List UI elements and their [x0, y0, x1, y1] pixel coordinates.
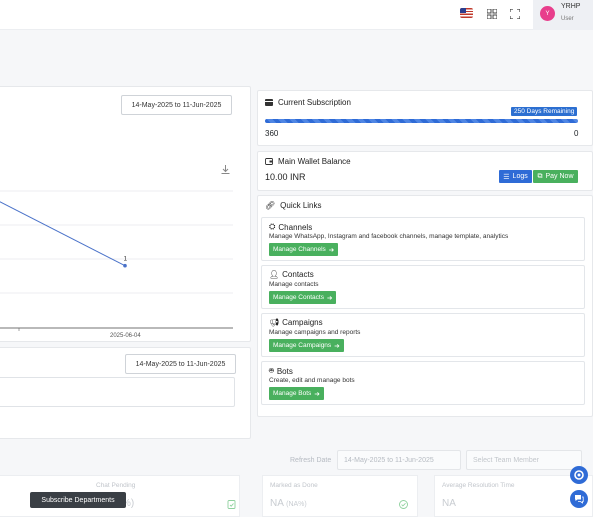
quick-link-title: 🤖︎ Bots — [269, 366, 293, 377]
quick-link-description: Manage WhatsApp, Instagram and facebook … — [269, 233, 509, 240]
arrow-right-icon: ➔ — [334, 342, 340, 350]
user-menu[interactable]: Y YRHP User — [533, 0, 593, 30]
manage-channels-button[interactable]: Manage Channels ➔ — [269, 243, 339, 256]
x-tick-label: 2025-06-04 — [110, 333, 141, 339]
logs-button[interactable]: ☰ Logs — [499, 170, 532, 183]
download-icon[interactable] — [221, 165, 230, 176]
user-role: User — [561, 16, 574, 22]
data-label: 1 — [124, 256, 128, 263]
external-link-icon: ⧉ — [537, 172, 543, 180]
lifebuoy-icon — [574, 470, 584, 480]
chart-date-range-picker[interactable]: 14-May-2025 to 11-Jun-2025 — [121, 95, 232, 115]
user-icon: 👤︎ — [269, 270, 280, 279]
stat-card-avg-resolution: Average Resolution Time NA — [434, 475, 593, 517]
stat-value-text: %) — [122, 498, 135, 509]
series-line — [0, 201, 126, 267]
stat-card-marked-done: Marked as Done NA (NA%) — [262, 475, 418, 517]
avatar: Y — [540, 6, 555, 21]
quick-link-bots: 🤖︎ Bots Create, edit and manage bots Man… — [261, 361, 585, 405]
refresh-date-label: Refresh Date — [290, 457, 332, 464]
manage-contacts-button[interactable]: Manage Contacts ➔ — [269, 291, 337, 304]
report-content-box — [0, 377, 235, 407]
quick-link-title-text: Bots — [276, 367, 293, 376]
arrow-right-icon: ➔ — [314, 390, 320, 398]
refresh-date-picker[interactable]: 14-May-2025 to 11-Jun-2025 — [337, 450, 461, 470]
wallet-card: Main Wallet Balance 10.00 INR ☰ Logs ⧉ P… — [257, 151, 593, 191]
stat-value-text: NA — [270, 498, 284, 509]
manage-campaigns-button[interactable]: Manage Campaigns ➔ — [269, 339, 344, 352]
quick-link-description: Manage contacts — [269, 281, 319, 288]
quick-links-title-text: Quick Links — [280, 201, 322, 210]
quick-link-description: Create, edit and manage bots — [269, 377, 355, 384]
quick-links-title: 🔗︎ Quick Links — [265, 201, 322, 210]
fullscreen-icon[interactable] — [508, 7, 522, 21]
quick-link-title: ⛭ Channels — [269, 222, 312, 232]
subscription-title: Current Subscription — [265, 98, 351, 107]
chat-support-button[interactable] — [570, 490, 588, 508]
stat-value-text: NA — [442, 498, 456, 509]
stat-value: NA (NA%) — [270, 498, 307, 509]
days-remaining-badge: 250 Days Remaining — [511, 107, 578, 116]
robot-icon: 🤖︎ — [269, 366, 274, 375]
manage-channels-label: Manage Channels — [273, 246, 326, 253]
megaphone-icon: 📢︎ — [269, 318, 280, 327]
arrow-right-icon: ➔ — [328, 246, 335, 254]
quick-link-contacts: 👤︎ Contacts Manage contacts Manage Conta… — [261, 265, 585, 309]
wallet-icon — [265, 158, 273, 165]
channels-icon: ⛭ — [269, 222, 276, 231]
top-bar: Y YRHP User — [0, 0, 593, 30]
quick-links-card: 🔗︎ Quick Links ⛭ Channels Manage WhatsAp… — [257, 195, 593, 417]
document-icon — [227, 500, 236, 509]
logs-button-label: Logs — [512, 173, 528, 180]
wallet-amount: 10.00 INR — [265, 172, 306, 182]
team-member-select[interactable]: Select Team Member — [466, 450, 582, 470]
pay-now-button-label: Pay Now — [545, 173, 574, 180]
report-date-range-picker[interactable]: 14-May-2025 to 11-Jun-2025 — [125, 354, 236, 374]
manage-bots-label: Manage Bots — [273, 390, 312, 397]
subscribe-departments-tooltip: Subscribe Departments — [30, 492, 126, 508]
stat-value: NA — [442, 498, 456, 509]
wallet-title-text: Main Wallet Balance — [278, 157, 351, 166]
apps-grid-icon[interactable] — [485, 7, 499, 21]
secondary-report-card: 14-May-2025 to 11-Jun-2025 — [0, 347, 251, 439]
manage-contacts-label: Manage Contacts — [273, 294, 324, 301]
quick-link-title: 📢︎ Campaigns — [269, 318, 323, 327]
subscription-used: 0 — [574, 129, 579, 138]
manage-bots-button[interactable]: Manage Bots ➔ — [269, 387, 324, 400]
card-icon — [265, 99, 273, 106]
conversation-chart-card: 14-May-2025 to 11-Jun-2025 1 2025-06-04 — [0, 86, 251, 342]
stat-label: Chat Pending — [96, 482, 136, 489]
chart-grid — [0, 190, 233, 294]
user-name: YRHP — [561, 3, 581, 10]
chart-marks — [0, 201, 127, 331]
us-flag-icon[interactable] — [460, 8, 473, 18]
stat-label: Average Resolution Time — [442, 482, 515, 489]
list-icon: ☰ — [503, 173, 510, 181]
subscription-progress — [265, 119, 578, 123]
manage-campaigns-label: Manage Campaigns — [273, 342, 332, 349]
wallet-title: Main Wallet Balance — [265, 157, 351, 166]
quick-link-title-text: Channels — [278, 222, 313, 232]
quick-link-title-text: Contacts — [282, 270, 314, 279]
line-chart: 1 2025-06-04 — [0, 190, 233, 339]
chat-icon — [575, 495, 584, 504]
quick-link-campaigns: 📢︎ Campaigns Manage campaigns and report… — [261, 313, 585, 357]
quick-link-channels: ⛭ Channels Manage WhatsApp, Instagram an… — [261, 217, 585, 261]
subscription-progress-fill — [265, 119, 578, 123]
quick-link-description: Manage campaigns and reports — [269, 329, 361, 336]
subscription-total: 360 — [265, 129, 279, 138]
stat-percentage: (NA%) — [286, 501, 307, 508]
check-circle-icon — [399, 500, 408, 509]
subscription-title-text: Current Subscription — [278, 98, 351, 107]
quick-link-title-text: Campaigns — [282, 318, 323, 327]
quick-link-title: 👤︎ Contacts — [269, 270, 314, 279]
link-icon: 🔗︎ — [265, 201, 276, 210]
stat-label: Marked as Done — [270, 482, 318, 489]
subscription-card: Current Subscription 250 Days Remaining … — [257, 90, 593, 146]
help-lifebuoy-button[interactable] — [570, 466, 588, 484]
data-point[interactable] — [123, 263, 127, 268]
pay-now-button[interactable]: ⧉ Pay Now — [533, 170, 578, 183]
stat-value: %) — [122, 498, 134, 509]
arrow-right-icon: ➔ — [326, 294, 333, 302]
